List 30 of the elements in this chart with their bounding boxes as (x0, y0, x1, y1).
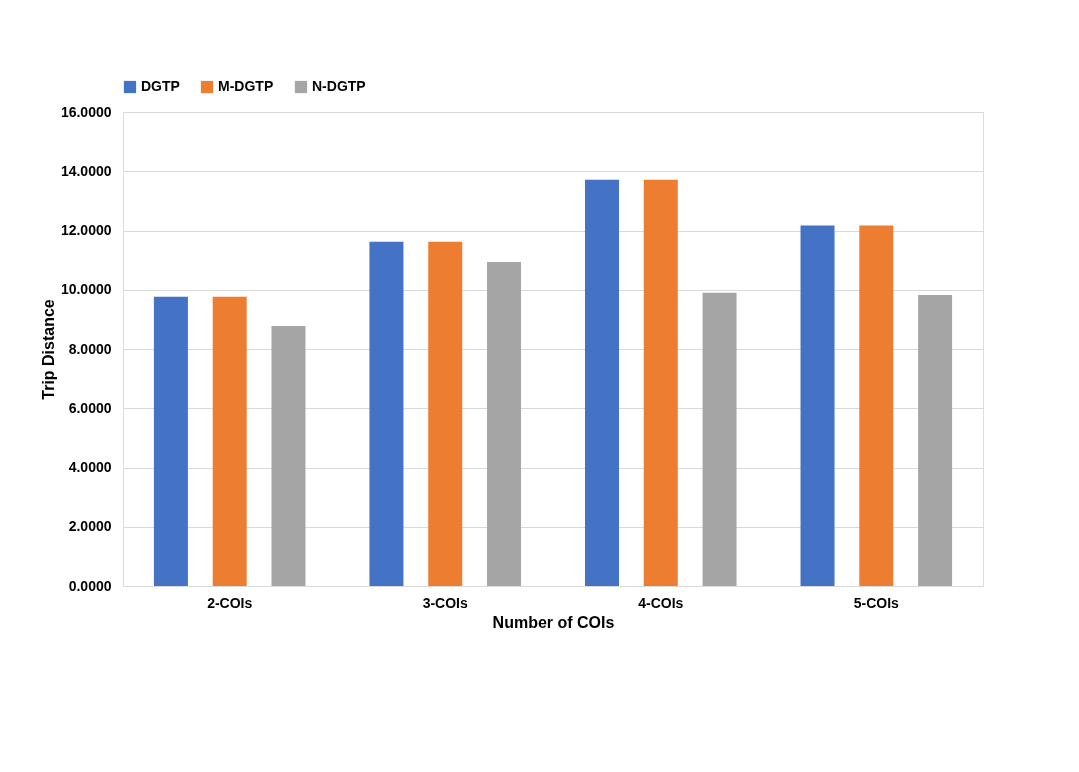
bar (487, 261, 522, 586)
y-axis-title: Trip Distance (39, 299, 57, 400)
bar (212, 296, 247, 586)
y-tick-label: 2.0000 (68, 518, 112, 535)
y-tick-label: 16.0000 (60, 103, 112, 120)
x-tick-label: 4-COIs (638, 594, 684, 611)
bar (643, 179, 678, 586)
bar (428, 241, 463, 586)
bar (702, 292, 737, 586)
y-tick-label: 10.0000 (60, 281, 112, 298)
x-tick-label: 3-COIs (422, 594, 469, 611)
bar (859, 225, 894, 586)
legend-label: N-DGTP (312, 78, 366, 94)
x-axis-title: Number of COIs (492, 613, 615, 631)
bar (800, 225, 835, 586)
bar (584, 179, 619, 586)
bar (153, 296, 188, 586)
bar (271, 325, 306, 586)
y-tick-label: 0.0000 (68, 577, 112, 594)
legend-label: M-DGTP (218, 78, 274, 94)
y-tick-label: 12.0000 (60, 222, 112, 238)
bar (369, 241, 404, 586)
x-tick-label: 5-COIs (853, 594, 900, 611)
legend-label: DGTP (141, 78, 180, 94)
y-tick-label: 6.0000 (68, 399, 112, 416)
bar (918, 295, 953, 586)
y-tick-label: 14.0000 (60, 162, 112, 179)
x-tick-label: 2-COIs (207, 594, 253, 611)
y-tick-label: 4.0000 (68, 459, 112, 475)
y-tick-label: 8.0000 (68, 340, 112, 357)
